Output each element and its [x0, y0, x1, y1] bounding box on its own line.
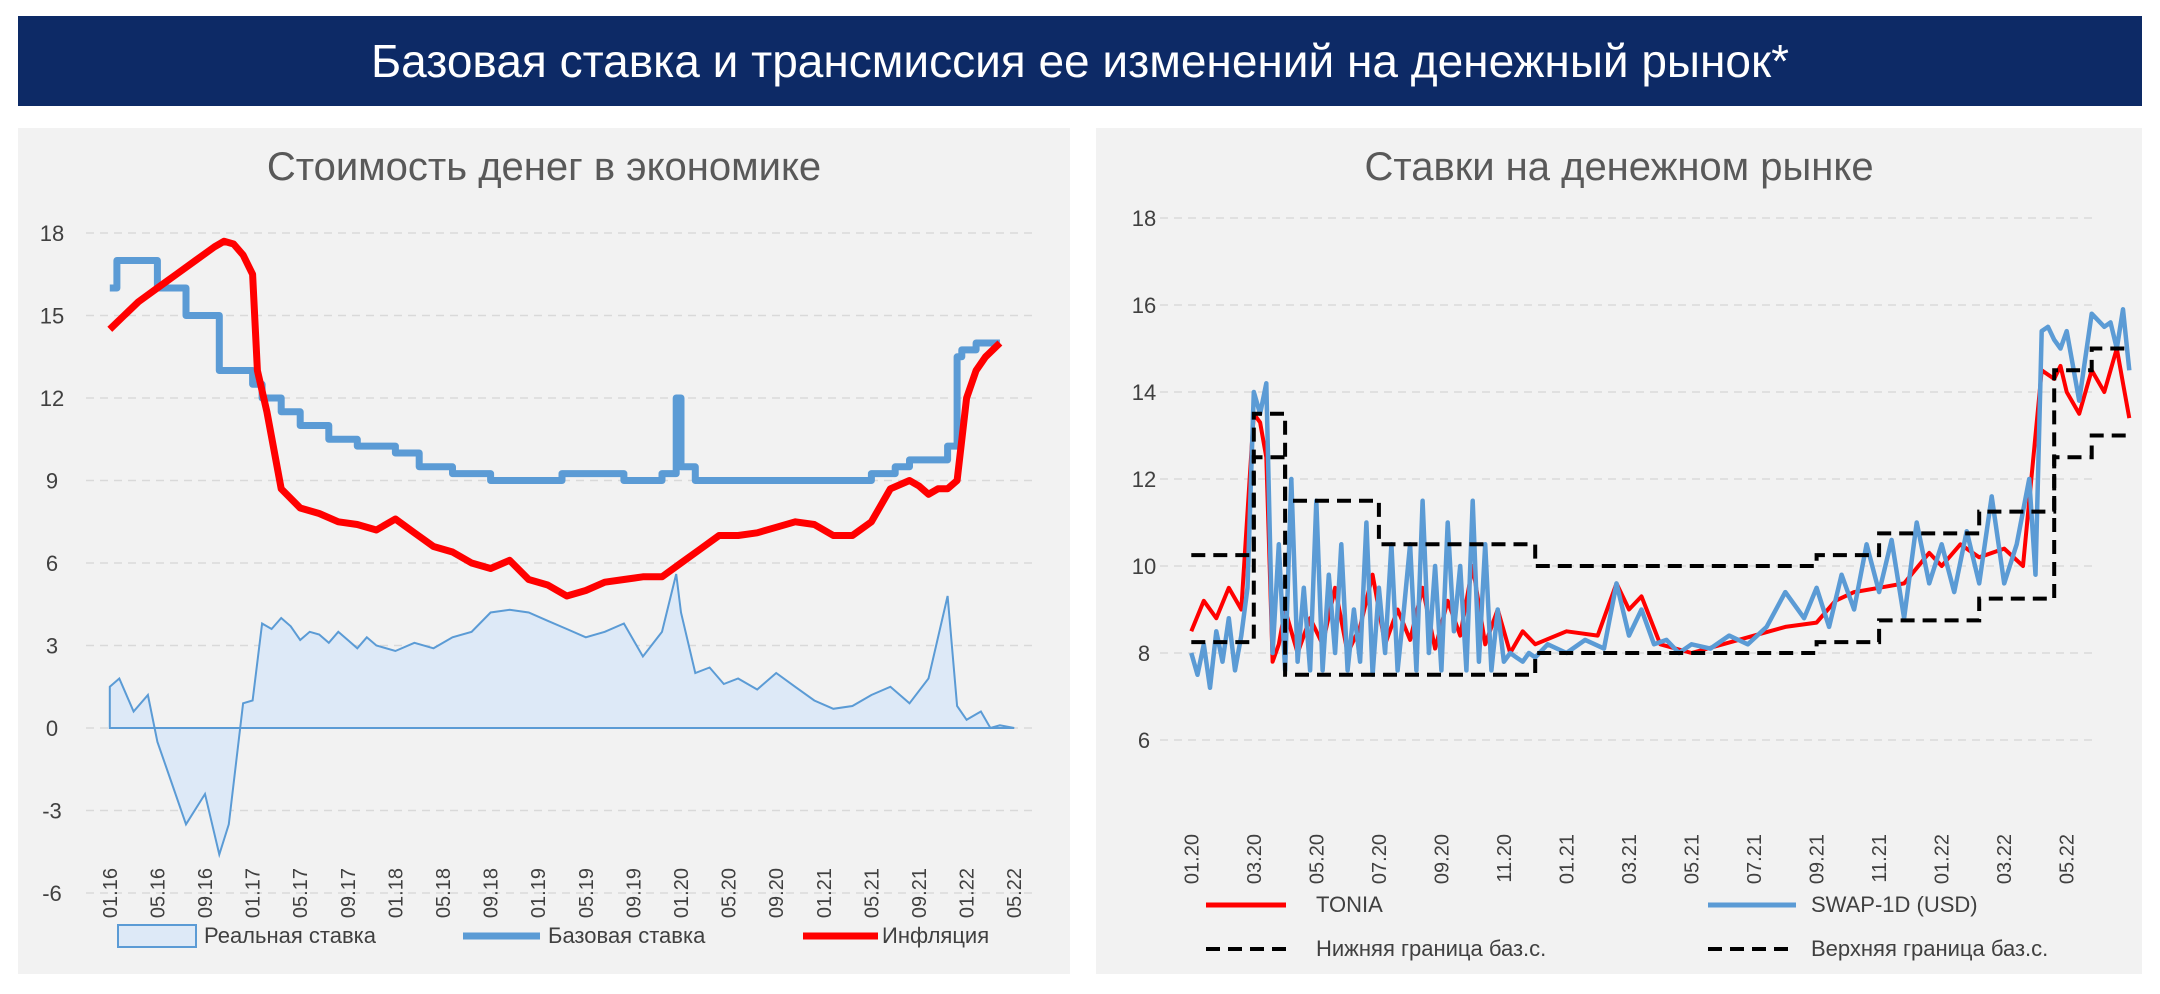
- legend-label-real-rate: Реальная ставка: [204, 923, 377, 948]
- x-tick-label: 01.20: [671, 868, 693, 918]
- x-tick-label: 09.20: [766, 868, 788, 918]
- series-line-lower-bound: [1191, 433, 2130, 677]
- y-tick-label: 10: [1132, 554, 1156, 579]
- y-tick-label: -3: [42, 799, 62, 824]
- x-tick-label: 05.21: [1682, 834, 1704, 884]
- legend-label-upper-bound: Верхняя граница баз.с.: [1811, 936, 2048, 961]
- x-tick-label: 01.22: [957, 868, 979, 918]
- x-tick-label: 03.22: [1994, 834, 2016, 884]
- x-tick-label: 07.21: [1744, 834, 1766, 884]
- x-tick-label: 09.21: [909, 868, 931, 918]
- page-title: Базовая ставка и трансмиссия ее изменени…: [370, 35, 1790, 87]
- chart-title: Ставки на денежном рынке: [1364, 145, 1873, 189]
- legend-label-swap: SWAP-1D (USD): [1811, 892, 1978, 917]
- legend-label-tonia: TONIA: [1316, 892, 1383, 917]
- x-tick-label: 01.21: [814, 868, 836, 918]
- x-tick-label: 03.20: [1244, 834, 1266, 884]
- x-tick-label: 09.16: [195, 868, 217, 918]
- y-tick-label: 16: [1132, 293, 1156, 318]
- x-tick-label: 05.22: [2057, 834, 2079, 884]
- series-line-upper-bound: [1191, 346, 2130, 568]
- chart-panel-money-cost: Стоимость денег в экономике 18 15 12 9 6 3 0 -3 -…: [18, 128, 1070, 974]
- x-tick-label: 05.17: [290, 868, 312, 918]
- x-tick-label: 05.16: [147, 868, 169, 918]
- x-tick-label: 01.22: [1932, 834, 1954, 884]
- y-tick-label: 12: [40, 386, 64, 411]
- x-tick-label: 05.20: [719, 868, 741, 918]
- x-tick-label: 11.21: [1869, 834, 1891, 883]
- page-title-banner: Базовая ставка и трансмиссия ее изменени…: [18, 16, 2142, 106]
- y-tick-label: 14: [1132, 380, 1156, 405]
- y-tick-label: 0: [46, 716, 58, 741]
- y-tick-label: 3: [46, 634, 58, 659]
- chart-money-cost: Стоимость денег в экономике 18 15 12 9 6 3 0 -3 -…: [40, 145, 1038, 948]
- x-tick-label: 01.16: [100, 868, 122, 918]
- x-tick-label: 09.17: [338, 868, 360, 918]
- x-tick-label: 05.22: [1004, 868, 1026, 918]
- x-tick-label: 05.19: [576, 868, 598, 918]
- y-tick-label: 12: [1132, 467, 1156, 492]
- x-tick-label: 01.21: [1556, 834, 1578, 884]
- series-line-swap: [1189, 307, 2132, 691]
- chart-panel-money-market: Ставки на денежном рынке 18 16 14 12 10 8 6 01.2…: [1096, 128, 2142, 974]
- x-tick-label: 09.18: [481, 868, 503, 918]
- y-tick-label: 6: [46, 551, 58, 576]
- chart-money-market: Ставки на денежном рынке 18 16 14 12 10 8 6 01.2…: [1132, 145, 2132, 961]
- legend-label-base-rate: Базовая ставка: [548, 923, 706, 948]
- x-tick-label: 03.21: [1619, 834, 1641, 884]
- x-tick-label: 09.20: [1431, 834, 1453, 884]
- x-tick-label: 09.19: [623, 868, 645, 918]
- series-area-real-rate: [108, 573, 1015, 859]
- y-tick-label: -6: [42, 881, 62, 906]
- x-tick-label: 07.20: [1369, 834, 1391, 884]
- x-tick-label: 09.21: [1807, 834, 1829, 884]
- x-tick-label: 05.20: [1306, 834, 1328, 884]
- legend-label-lower-bound: Нижняя граница баз.с.: [1316, 936, 1546, 961]
- x-tick-label: 05.21: [861, 868, 883, 918]
- series-line-base-rate: [109, 257, 1000, 484]
- x-tick-label: 11.20: [1494, 834, 1516, 883]
- y-tick-label: 8: [1138, 641, 1150, 666]
- x-tick-label: 01.18: [385, 868, 407, 918]
- x-tick-label: 01.20: [1181, 834, 1203, 884]
- x-tick-label: 05.18: [433, 868, 455, 918]
- x-tick-label: 01.17: [243, 868, 265, 918]
- y-tick-label: 15: [40, 304, 64, 329]
- chart-title: Стоимость денег в экономике: [267, 145, 821, 189]
- series-line-inflation: [107, 237, 1003, 600]
- y-tick-label: 9: [46, 469, 58, 494]
- legend-label-inflation: Инфляция: [882, 923, 989, 948]
- y-tick-label: 6: [1138, 728, 1150, 753]
- legend-swatch-real-rate: [117, 924, 197, 948]
- x-tick-label: 01.19: [528, 868, 550, 918]
- y-tick-label: 18: [40, 221, 64, 246]
- y-tick-label: 18: [1132, 206, 1156, 231]
